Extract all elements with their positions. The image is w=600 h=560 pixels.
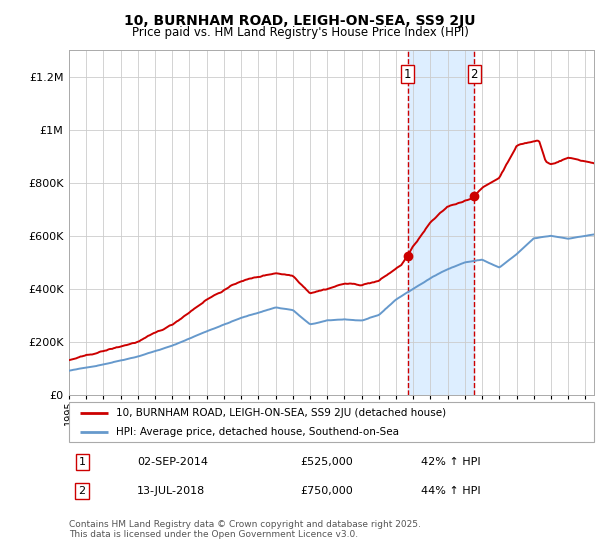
Bar [407,50,474,395]
Text: 2: 2 [79,486,86,496]
Text: £525,000: £525,000 [300,457,353,467]
Text: £750,000: £750,000 [300,486,353,496]
Text: 2: 2 [470,68,478,81]
FancyBboxPatch shape [69,402,594,442]
Text: 13-JUL-2018: 13-JUL-2018 [137,486,205,496]
Text: Price paid vs. HM Land Registry's House Price Index (HPI): Price paid vs. HM Land Registry's House … [131,26,469,39]
Text: HPI: Average price, detached house, Southend-on-Sea: HPI: Average price, detached house, Sout… [116,427,399,437]
Text: 44% ↑ HPI: 44% ↑ HPI [421,486,481,496]
Text: 1: 1 [79,457,86,467]
Text: 1: 1 [404,68,412,81]
Text: 02-SEP-2014: 02-SEP-2014 [137,457,208,467]
Text: 42% ↑ HPI: 42% ↑ HPI [421,457,481,467]
Text: 10, BURNHAM ROAD, LEIGH-ON-SEA, SS9 2JU (detached house): 10, BURNHAM ROAD, LEIGH-ON-SEA, SS9 2JU … [116,408,446,418]
Text: Contains HM Land Registry data © Crown copyright and database right 2025.
This d: Contains HM Land Registry data © Crown c… [69,520,421,539]
Text: 10, BURNHAM ROAD, LEIGH-ON-SEA, SS9 2JU: 10, BURNHAM ROAD, LEIGH-ON-SEA, SS9 2JU [124,14,476,28]
